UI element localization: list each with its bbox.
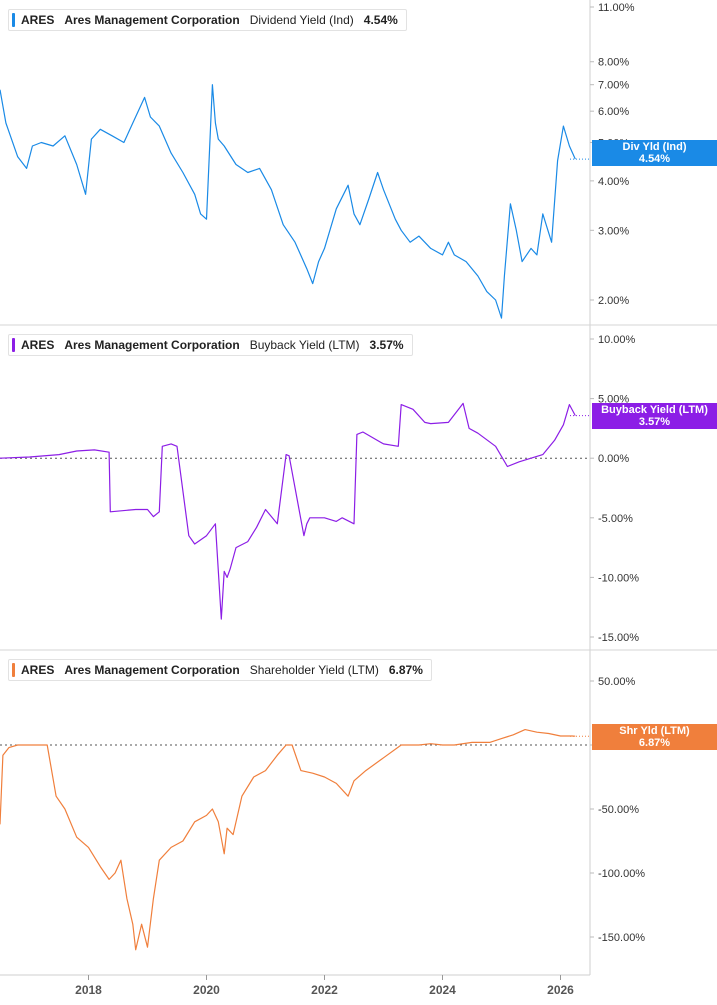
legend-company: Ares Management Corporation [64, 13, 240, 27]
legend-company: Ares Management Corporation [64, 663, 240, 677]
tag-value: 4.54% [638, 153, 671, 165]
dividend-yield-y-tick-label: 4.00% [598, 176, 629, 188]
tag-value: 3.57% [638, 416, 671, 428]
legend-company: Ares Management Corporation [64, 338, 240, 352]
dividend-yield-y-tick-label: 2.00% [598, 295, 629, 307]
dividend-yield-y-tick-label: 6.00% [598, 106, 629, 118]
legend-value: 6.87% [388, 663, 423, 677]
buyback-yield-y-tick-label: 0.00% [598, 453, 629, 465]
buyback-yield-y-tick-label: -15.00% [598, 632, 639, 644]
legend-value: 3.57% [369, 338, 404, 352]
x-tick-label: 2020 [193, 983, 220, 997]
dividend-yield-series-line [0, 84, 576, 319]
shareholder-yield-y-tick-label: 50.00% [598, 676, 636, 688]
legend-ticker: ARES [21, 13, 55, 27]
tag-title: Div Yld (Ind) [622, 141, 687, 153]
legend-color-bar [12, 338, 15, 352]
legend-ticker: ARES [21, 663, 55, 677]
legend-dividend-yield: ARES Ares Management Corporation Dividen… [8, 9, 407, 31]
legend-buyback-yield: ARES Ares Management Corporation Buyback… [8, 334, 413, 356]
tag-title: Buyback Yield (LTM) [601, 404, 708, 416]
buyback-yield-y-tick-label: -10.00% [598, 572, 639, 584]
shareholder-yield-y-tick-label: -100.00% [598, 868, 645, 880]
tag-title: Shr Yld (LTM) [619, 725, 690, 737]
x-tick-label: 2018 [75, 983, 102, 997]
legend-metric: Buyback Yield (LTM) [249, 338, 360, 352]
dividend-value-tag: Div Yld (Ind) 4.54% [592, 140, 717, 166]
tag-value: 6.87% [638, 737, 671, 749]
buyback-yield-y-tick-label: 10.00% [598, 334, 636, 346]
legend-metric: Shareholder Yield (LTM) [249, 663, 379, 677]
legend-color-bar [12, 663, 15, 677]
x-tick-label: 2024 [429, 983, 456, 997]
x-tick-label: 2026 [547, 983, 574, 997]
legend-color-bar [12, 13, 15, 27]
buyback-value-tag: Buyback Yield (LTM) 3.57% [592, 403, 717, 429]
shareholder-yield-y-tick-label: -150.00% [598, 932, 645, 944]
dividend-yield-y-tick-label: 11.00% [598, 2, 635, 14]
shareholder-yield-y-tick-label: -50.00% [598, 804, 639, 816]
dividend-yield-y-tick-label: 7.00% [598, 80, 629, 92]
legend-ticker: ARES [21, 338, 55, 352]
x-tick-label: 2022 [311, 983, 338, 997]
shareholder-value-tag: Shr Yld (LTM) 6.87% [592, 724, 717, 750]
buyback-yield-series-line [0, 402, 576, 620]
legend-value: 4.54% [363, 13, 398, 27]
dividend-yield-y-tick-label: 8.00% [598, 57, 629, 69]
shareholder-yield-series-line [0, 728, 576, 951]
dividend-yield-y-tick-label: 3.00% [598, 225, 629, 237]
buyback-yield-y-tick-label: -5.00% [598, 513, 633, 525]
legend-shareholder-yield: ARES Ares Management Corporation Shareho… [8, 659, 432, 681]
buyback-yield-y-tick-label: 5.00% [598, 394, 629, 406]
legend-metric: Dividend Yield (Ind) [249, 13, 354, 27]
